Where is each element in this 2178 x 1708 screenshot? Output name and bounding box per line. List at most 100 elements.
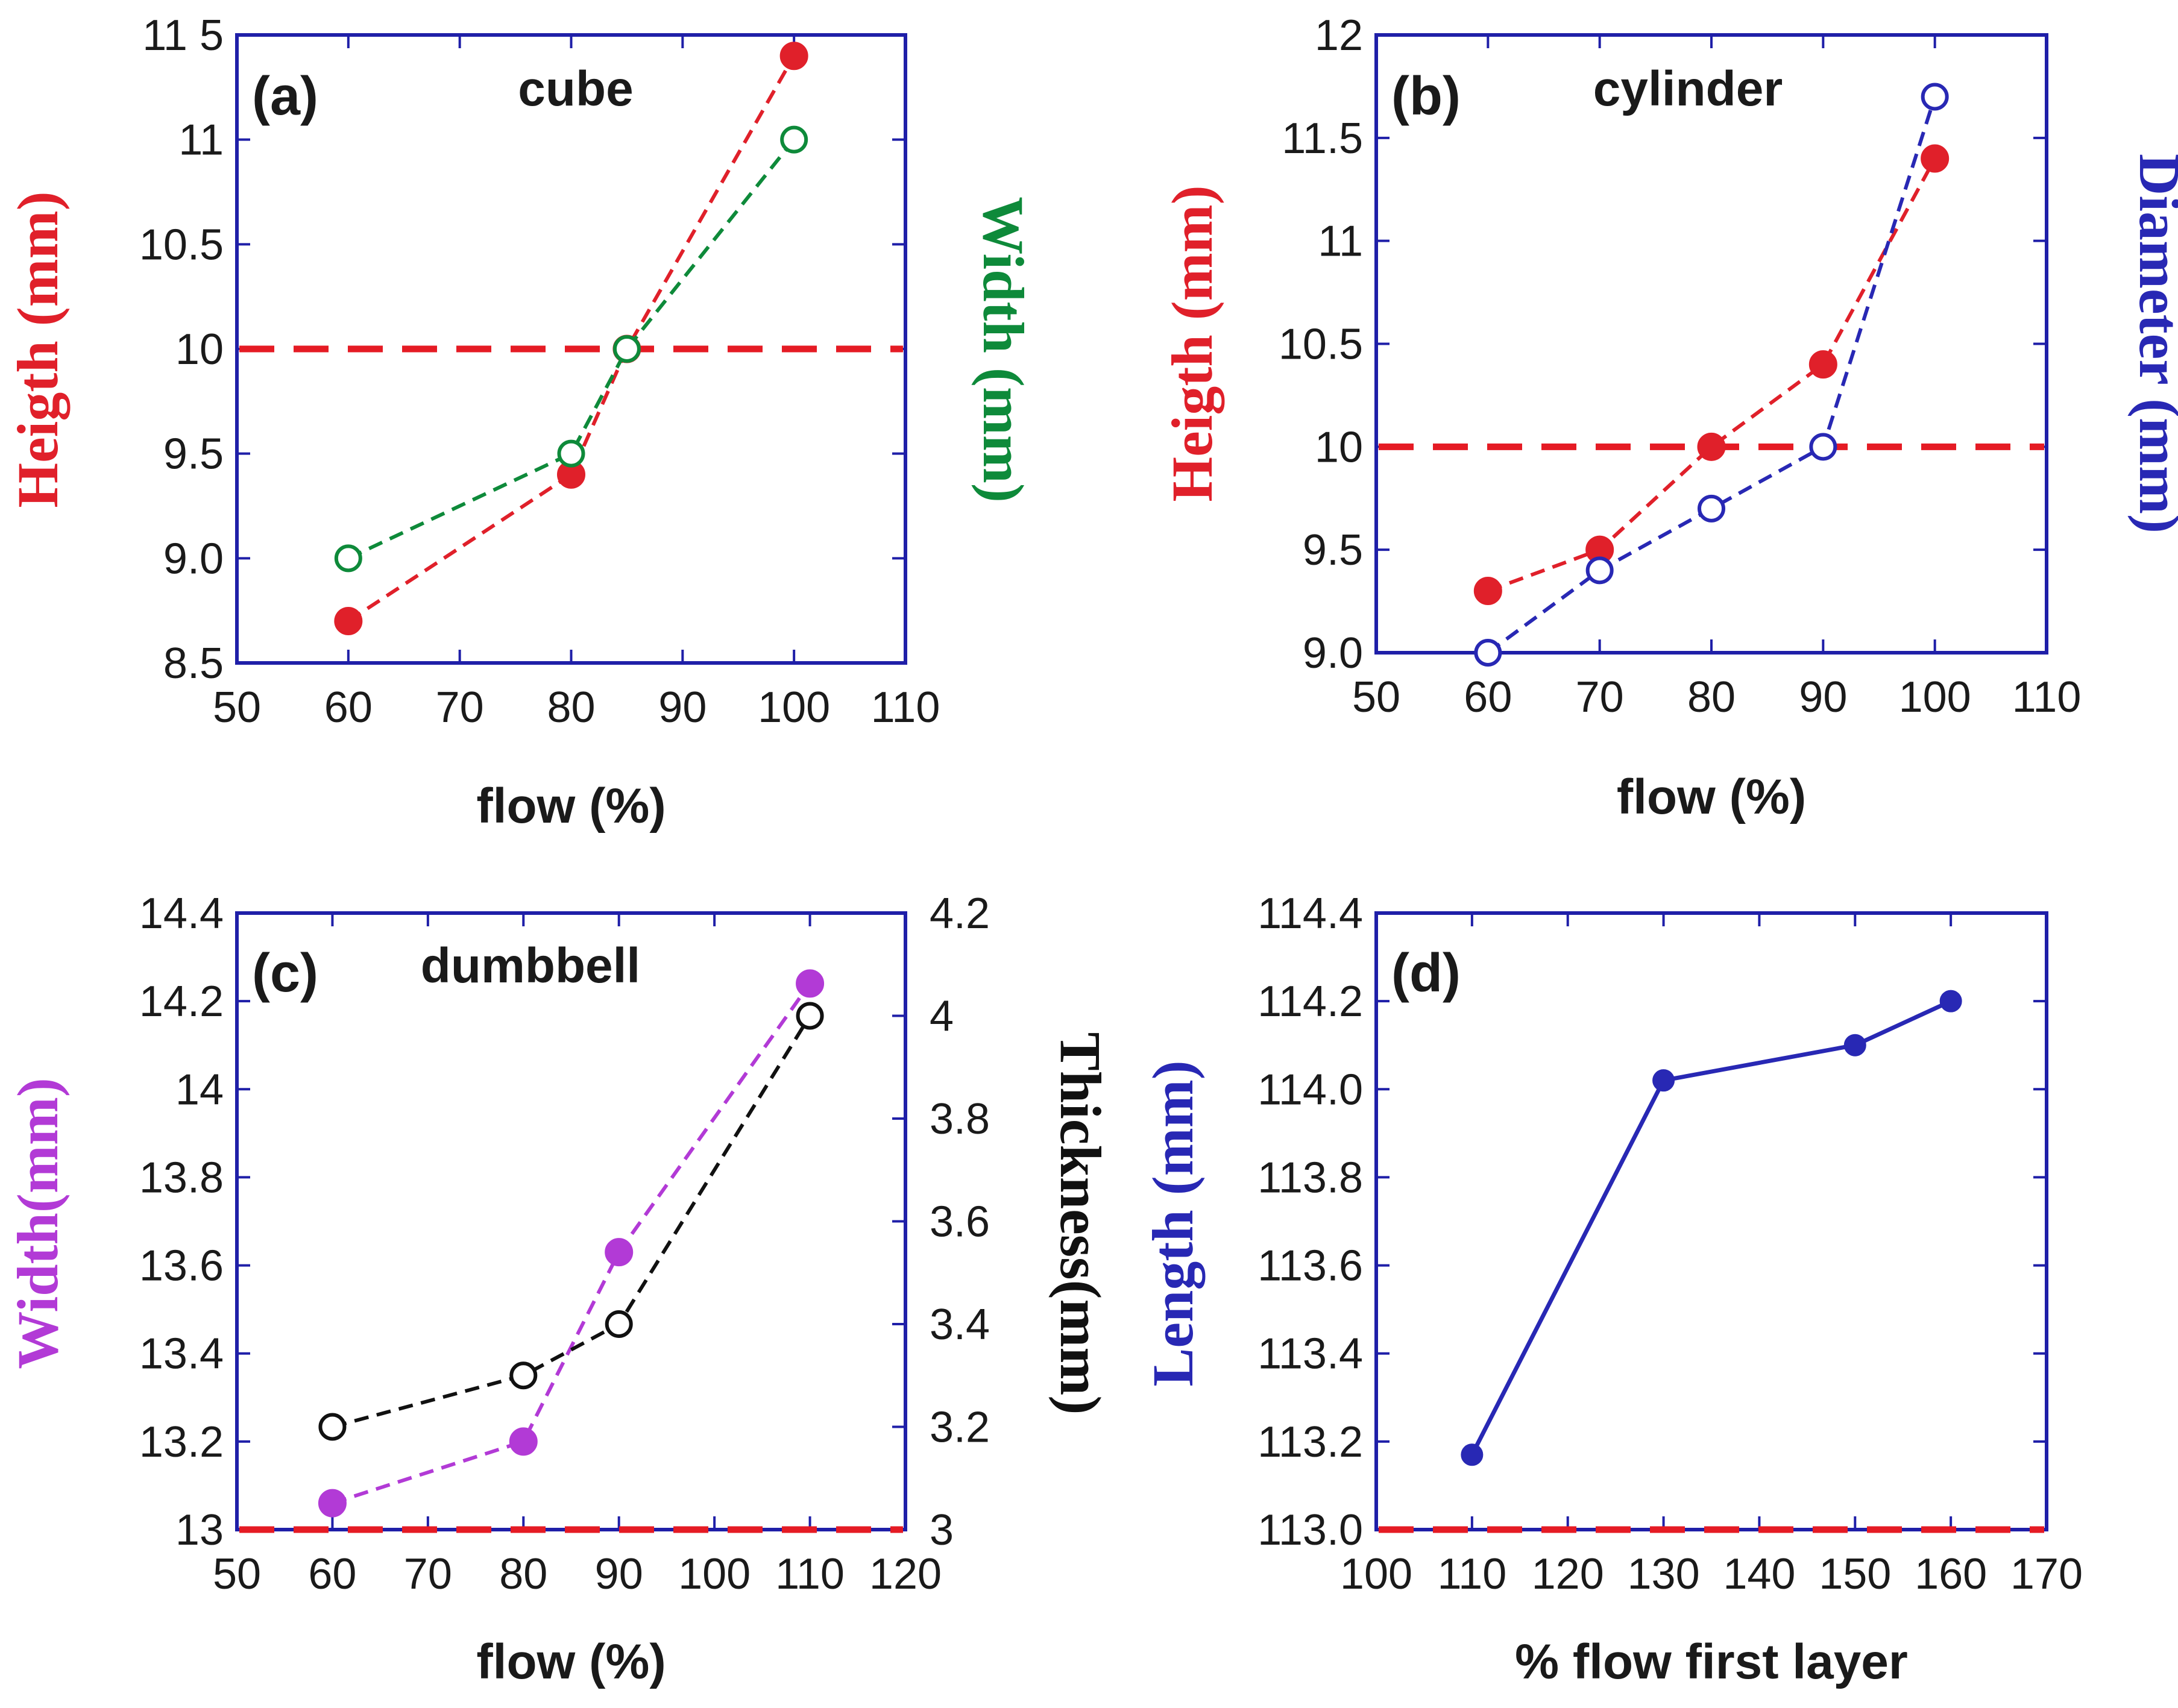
- y-tick-label: 13: [175, 1506, 224, 1554]
- x-axis-label: flow (%): [476, 1634, 666, 1689]
- x-tick-label: 70: [404, 1550, 452, 1598]
- y-tick-label: 13.8: [139, 1154, 224, 1202]
- y-axis-label-left: Width(mm): [5, 1078, 70, 1369]
- panel-label: (c): [252, 943, 318, 1003]
- y-tick-label: 113.0: [1257, 1506, 1363, 1554]
- series-line-thickness: [332, 1014, 812, 1429]
- panel-label: (a): [252, 66, 318, 127]
- series-line-length: [1470, 999, 1952, 1456]
- panel-a: 50 60 70 80 90 100 110 8.5 9.0 9.5 10 10.5 11 11 5 (a)…: [5, 11, 1036, 834]
- y-tick-label: 114.0: [1257, 1066, 1363, 1114]
- x-tick-label: 130: [1628, 1550, 1700, 1598]
- y-tick-label: 9.0: [163, 535, 224, 583]
- y-tick-label: 11.5: [1282, 115, 1363, 163]
- y-tick-label: 14: [175, 1066, 224, 1114]
- right-y-tick-label: 3: [930, 1506, 954, 1554]
- y-axis-label-left: Heigth (mm): [1160, 185, 1224, 501]
- y-tick-label: 13.2: [139, 1418, 224, 1466]
- series-line-diameter: [1487, 96, 1937, 655]
- x-tick-label: 120: [1532, 1550, 1604, 1598]
- y-tick-label: 9.5: [1303, 526, 1363, 574]
- y-tick-label: 8.5: [163, 639, 224, 688]
- data-point: [318, 1489, 347, 1518]
- y-tick-label: 10: [1315, 423, 1363, 471]
- y-tick-label: 14.4: [139, 890, 224, 938]
- x-tick-label: 170: [2010, 1550, 2083, 1598]
- right-y-tick-label: 3.4: [930, 1301, 990, 1349]
- data-point: [780, 125, 808, 154]
- x-tick-label: 110: [871, 683, 940, 732]
- panel-d: 100 110 120 130 140 150 160 170 113.0 113.2 113.4 1…: [1141, 890, 2083, 1689]
- y-tick-label: 113.8: [1257, 1154, 1363, 1202]
- x-tick-label: 70: [1576, 673, 1624, 721]
- right-y-tick-label: 3.8: [930, 1095, 990, 1143]
- panel-c: 50 60 70 80 90 100 110 120 13 13.2 13.4 13.6 13.8 14 1…: [5, 890, 1113, 1689]
- data-point: [1921, 83, 1949, 111]
- data-point: [605, 1238, 634, 1267]
- x-tick-label: 160: [1915, 1550, 1987, 1598]
- data-point: [1698, 494, 1725, 523]
- x-tick-label: 70: [436, 683, 484, 732]
- y-axis-label-left: Length (mm): [1141, 1060, 1205, 1386]
- x-tick-label: 100: [1340, 1550, 1412, 1598]
- data-point: [796, 1002, 824, 1030]
- x-tick-label: 120: [869, 1550, 942, 1598]
- data-point: [1585, 556, 1614, 585]
- y-tick-label: 113.4: [1257, 1330, 1363, 1378]
- x-tick-label: 150: [1819, 1550, 1891, 1598]
- data-point: [318, 1413, 347, 1441]
- x-axis-label: flow (%): [1617, 770, 1806, 824]
- data-point: [1939, 990, 1962, 1013]
- data-point: [557, 439, 585, 468]
- data-point: [612, 335, 641, 363]
- data-point: [605, 1310, 633, 1338]
- y-tick-label: 113.6: [1257, 1242, 1363, 1290]
- x-tick-label: 110: [775, 1550, 845, 1598]
- data-point: [334, 607, 363, 636]
- data-point: [796, 969, 825, 998]
- x-tick-label: 60: [1464, 673, 1512, 721]
- x-tick-label: 100: [1899, 673, 1971, 721]
- x-tick-label: 90: [1799, 673, 1847, 721]
- data-point: [1474, 639, 1502, 667]
- x-tick-label: 90: [595, 1550, 643, 1598]
- data-point: [1461, 1443, 1484, 1466]
- data-point: [779, 42, 808, 71]
- y-axis-label-right: Thickness(mm): [1048, 1032, 1113, 1415]
- right-y-tick-label: 3.2: [930, 1404, 990, 1452]
- y-tick-label: 11: [1318, 218, 1363, 266]
- right-y-tick-label: 3.6: [930, 1198, 990, 1246]
- panel-title: cylinder: [1593, 61, 1783, 116]
- panel-title: dumbbell: [421, 938, 640, 993]
- y-tick-label: 114.4: [1257, 890, 1363, 938]
- x-tick-label: 60: [324, 683, 373, 732]
- x-tick-label: 50: [1352, 673, 1400, 721]
- plot-frame: [1374, 33, 2048, 655]
- y-tick-label: 10.5: [1279, 321, 1363, 369]
- x-axis-label: flow (%): [476, 779, 666, 834]
- data-point: [334, 544, 362, 573]
- panel-label: (d): [1391, 943, 1461, 1003]
- data-point: [509, 1361, 538, 1390]
- y-tick-label: 12: [1315, 11, 1363, 60]
- y-tick-label: 9.0: [1303, 629, 1363, 677]
- data-point: [1921, 144, 1950, 173]
- y-tick-label: 10.5: [139, 221, 224, 269]
- x-tick-label: 110: [2012, 673, 2082, 721]
- x-tick-label: 50: [213, 683, 261, 732]
- data-point: [1473, 577, 1502, 605]
- data-point: [1652, 1069, 1675, 1092]
- x-axis-label: % flow first layer: [1515, 1634, 1908, 1689]
- x-tick-label: 50: [213, 1550, 261, 1598]
- x-tick-label: 100: [678, 1550, 751, 1598]
- x-tick-label: 90: [658, 683, 707, 732]
- y-tick-label: 11 5: [142, 11, 224, 60]
- x-tick-label: 80: [1687, 673, 1736, 721]
- y-tick-label: 13.4: [139, 1330, 224, 1378]
- y-tick-label: 11: [178, 116, 224, 165]
- panel-title: cube: [518, 61, 633, 116]
- series-line-width: [347, 138, 796, 560]
- x-tick-label: 140: [1723, 1550, 1795, 1598]
- data-point: [1809, 433, 1837, 461]
